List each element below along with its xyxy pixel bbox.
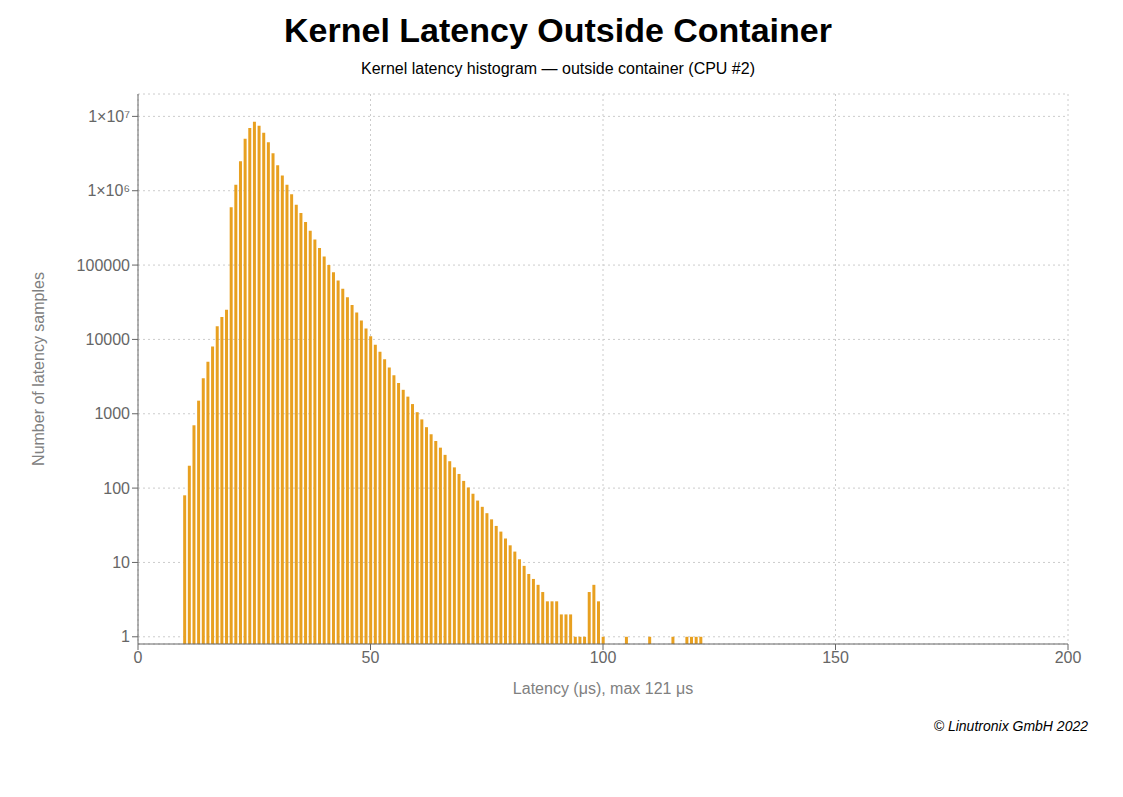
svg-text:1000: 1000 [94,405,130,422]
html-text:Kernel latency histogram — out: Kernel latency histogram — outside conta… [361,60,755,77]
svg-text:100000: 100000 [77,257,130,274]
svg-text:Latency (μs), max 121 μs: Latency (μs), max 121 μs [513,680,693,697]
svg-text:1×10⁷: 1×10⁷ [88,108,130,125]
svg-text:100: 100 [590,649,617,666]
svg-text:0: 0 [134,649,143,666]
svg-text:Number of latency samples: Number of latency samples [30,272,47,466]
html-text:Kernel Latency Outside Contain: Kernel Latency Outside Container [284,11,832,49]
svg-text:10000: 10000 [86,331,131,348]
svg-text:10: 10 [112,554,130,571]
svg-text:100: 100 [103,480,130,497]
svg-text:150: 150 [822,649,849,666]
html-text:© Linutronix GmbH 2022: © Linutronix GmbH 2022 [933,718,1088,734]
svg-text:1×10⁶: 1×10⁶ [87,182,130,199]
svg-text:50: 50 [362,649,380,666]
svg-text:1: 1 [121,628,130,645]
svg-text:200: 200 [1055,649,1082,666]
